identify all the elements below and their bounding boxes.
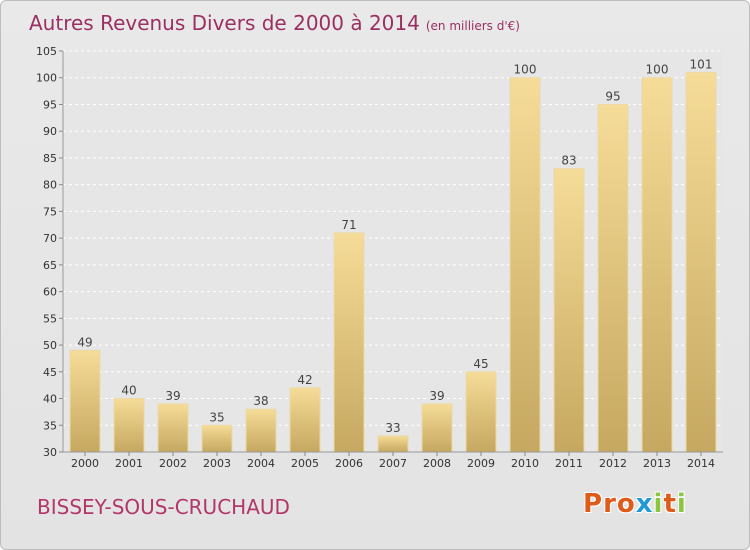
y-tick-label: 100 — [36, 72, 57, 85]
y-tick-label: 60 — [43, 286, 57, 299]
data-label: 38 — [253, 394, 268, 408]
y-tick-label: 65 — [43, 259, 57, 272]
data-label: 39 — [429, 389, 444, 403]
y-tick-label: 50 — [43, 339, 57, 352]
x-tick-label: 2010 — [511, 457, 539, 470]
logo-letter: P — [583, 489, 604, 519]
data-label: 83 — [561, 154, 576, 168]
y-tick-label: 90 — [43, 125, 57, 138]
logo-letter: r — [603, 489, 617, 519]
y-tick-label: 75 — [43, 205, 57, 218]
x-tick-label: 2005 — [291, 457, 319, 470]
place-name: BISSEY-SOUS-CRUCHAUD — [37, 495, 290, 519]
bar-2000 — [69, 349, 101, 453]
data-label: 100 — [514, 63, 537, 77]
bar-2010 — [509, 77, 541, 453]
y-tick-label: 95 — [43, 98, 57, 111]
y-tick-label: 105 — [36, 45, 57, 58]
data-label: 95 — [605, 89, 620, 103]
x-tick-label: 2007 — [379, 457, 407, 470]
logo-letter: i — [653, 489, 664, 519]
y-tick-label: 30 — [43, 446, 57, 459]
y-tick-label: 85 — [43, 152, 57, 165]
bar-2004 — [245, 408, 277, 453]
bar-2008 — [421, 403, 453, 453]
x-tick-label: 2004 — [247, 457, 275, 470]
data-label: 42 — [297, 373, 312, 387]
logo-letter: x — [635, 489, 654, 519]
bar-2006 — [333, 232, 365, 453]
bar-2003 — [201, 424, 233, 453]
logo-letter: t — [663, 489, 677, 519]
bar-2011 — [553, 168, 585, 453]
data-label: 40 — [121, 384, 136, 398]
bars: 49 40 39 35 38 42 71 33 39 45 100 83 95 100 101 — [69, 57, 717, 453]
data-label: 45 — [473, 357, 488, 371]
chart-title: Autres Revenus Divers de 2000 à 2014 (en … — [29, 11, 520, 35]
x-tick-label: 2012 — [599, 457, 627, 470]
x-tick-label: 2013 — [643, 457, 671, 470]
bar-2014 — [685, 71, 717, 453]
y-tick-label: 70 — [43, 232, 57, 245]
x-tick-label: 2002 — [159, 457, 187, 470]
grid-lines — [63, 50, 723, 453]
x-tick-label: 2011 — [555, 457, 583, 470]
x-tick-label: 2009 — [467, 457, 495, 470]
data-label: 49 — [77, 335, 92, 349]
y-tick-label: 55 — [43, 312, 57, 325]
chart-title-text: Autres Revenus Divers de 2000 à 2014 — [29, 11, 420, 35]
data-label: 100 — [646, 63, 669, 77]
proxiti-logo[interactable]: Proxiti — [583, 489, 687, 519]
y-tick-label: 40 — [43, 393, 57, 406]
bar-2012 — [597, 103, 629, 453]
data-label: 71 — [341, 218, 356, 232]
y-tick-label: 35 — [43, 419, 57, 432]
bar-2002 — [157, 403, 189, 453]
x-axis: 2000 2001 2002 2003 2004 2005 2006 2007 2008 2009… — [63, 451, 723, 470]
x-tick-label: 2014 — [687, 457, 715, 470]
data-label: 35 — [209, 410, 224, 424]
bar-2005 — [289, 387, 321, 453]
data-label: 33 — [385, 421, 400, 435]
x-tick-label: 2000 — [71, 457, 99, 470]
y-tick-label: 80 — [43, 179, 57, 192]
x-tick-label: 2006 — [335, 457, 363, 470]
logo-letter: i — [676, 489, 687, 519]
y-axis: 30 35 40 45 50 55 60 65 70 75 80 85 90 95 100 105 — [36, 45, 64, 459]
logo-letter: o — [616, 489, 636, 519]
data-label: 39 — [165, 389, 180, 403]
x-tick-label: 2008 — [423, 457, 451, 470]
x-tick-label: 2001 — [115, 457, 143, 470]
bar-2009 — [465, 371, 497, 453]
bar-2001 — [113, 398, 145, 453]
bar-2007 — [377, 435, 409, 453]
bar-2013 — [641, 77, 673, 453]
y-tick-label: 45 — [43, 366, 57, 379]
chart-unit-text: (en milliers d'€) — [425, 19, 520, 33]
x-tick-label: 2003 — [203, 457, 231, 470]
data-label: 101 — [690, 57, 713, 71]
